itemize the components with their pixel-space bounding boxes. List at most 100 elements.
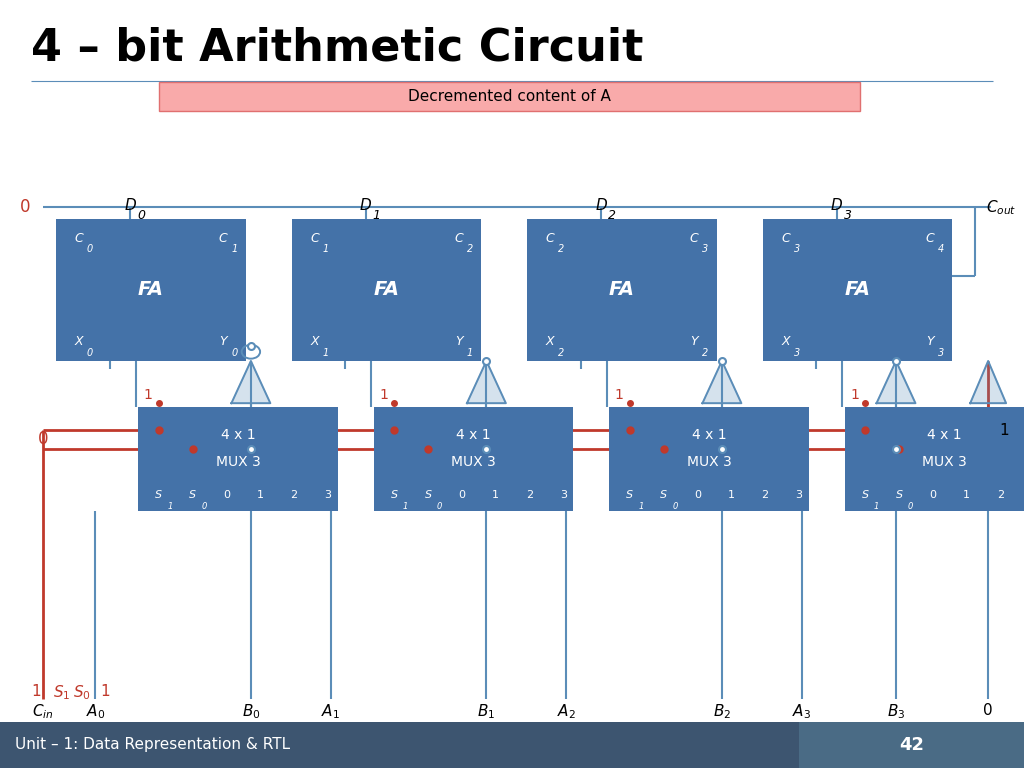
Text: 1: 1 <box>167 502 173 511</box>
Text: 2: 2 <box>291 490 297 501</box>
Text: 4 – bit Arithmetic Circuit: 4 – bit Arithmetic Circuit <box>31 27 643 70</box>
Text: 2: 2 <box>467 243 473 254</box>
Text: 0: 0 <box>20 198 31 217</box>
Text: S: S <box>391 490 397 501</box>
Text: D: D <box>830 197 843 213</box>
Text: 1: 1 <box>999 422 1009 438</box>
Text: 1: 1 <box>379 389 388 402</box>
Text: S: S <box>896 490 902 501</box>
Text: D: D <box>595 197 607 213</box>
Text: 0: 0 <box>137 210 145 222</box>
Text: C: C <box>926 232 934 244</box>
Text: 3: 3 <box>794 243 800 254</box>
Text: 1: 1 <box>231 243 238 254</box>
Bar <box>138 407 338 511</box>
Text: $S_1$: $S_1$ <box>53 684 70 702</box>
Text: $B_0$: $B_0$ <box>242 703 260 721</box>
Text: X: X <box>310 336 318 348</box>
Text: 0: 0 <box>231 347 238 358</box>
Text: 3: 3 <box>794 347 800 358</box>
Text: 4 x 1: 4 x 1 <box>221 428 255 442</box>
Bar <box>292 219 481 361</box>
Text: FA: FA <box>138 280 164 300</box>
Text: D: D <box>359 197 372 213</box>
Text: 1: 1 <box>467 347 473 358</box>
Text: Y: Y <box>455 336 463 348</box>
Text: X: X <box>546 336 554 348</box>
Text: 2: 2 <box>608 210 616 222</box>
Polygon shape <box>467 361 506 403</box>
Text: 3: 3 <box>325 490 331 501</box>
Text: FA: FA <box>609 280 635 300</box>
Text: 0: 0 <box>87 243 93 254</box>
Text: 1: 1 <box>964 490 970 501</box>
Text: 2: 2 <box>702 347 709 358</box>
Text: S: S <box>425 490 431 501</box>
Text: X: X <box>75 336 83 348</box>
Text: $S_0$: $S_0$ <box>73 684 91 702</box>
Polygon shape <box>971 361 1006 403</box>
Bar <box>0 722 799 768</box>
Text: 0: 0 <box>672 502 678 511</box>
Text: 3: 3 <box>938 347 944 358</box>
Text: 0: 0 <box>201 502 207 511</box>
Text: S: S <box>189 490 196 501</box>
Text: MUX 3: MUX 3 <box>687 455 731 469</box>
Text: Y: Y <box>219 336 227 348</box>
Text: 0: 0 <box>38 430 48 448</box>
Text: 1: 1 <box>257 490 263 501</box>
Text: 2: 2 <box>558 347 564 358</box>
Text: 0: 0 <box>907 502 913 511</box>
Text: Y: Y <box>926 336 934 348</box>
Text: 4 x 1: 4 x 1 <box>692 428 726 442</box>
Text: 1: 1 <box>323 243 329 254</box>
Text: $A_0$: $A_0$ <box>86 703 104 721</box>
Text: $A_2$: $A_2$ <box>557 703 575 721</box>
Text: C: C <box>455 232 463 244</box>
Text: S: S <box>156 490 162 501</box>
Bar <box>527 219 717 361</box>
Text: 2: 2 <box>762 490 768 501</box>
Text: 3: 3 <box>560 490 566 501</box>
Text: 2: 2 <box>997 490 1004 501</box>
Text: C: C <box>690 232 698 244</box>
Text: 1: 1 <box>143 389 153 402</box>
Text: 42: 42 <box>899 736 924 754</box>
Bar <box>374 407 573 511</box>
Text: MUX 3: MUX 3 <box>923 455 967 469</box>
Text: 1: 1 <box>402 502 409 511</box>
Text: $A_1$: $A_1$ <box>322 703 340 721</box>
Text: 3: 3 <box>796 490 802 501</box>
Polygon shape <box>702 361 741 403</box>
Text: C: C <box>219 232 227 244</box>
Text: FA: FA <box>845 280 870 300</box>
Text: $B_3$: $B_3$ <box>887 703 905 721</box>
Text: Unit – 1: Data Representation & RTL: Unit – 1: Data Representation & RTL <box>15 737 291 753</box>
Text: 0: 0 <box>87 347 93 358</box>
Text: 4: 4 <box>938 243 944 254</box>
Text: 1: 1 <box>850 389 859 402</box>
Text: 1: 1 <box>32 684 41 699</box>
Text: FA: FA <box>374 280 399 300</box>
Text: 1: 1 <box>373 210 381 222</box>
Text: $B_2$: $B_2$ <box>713 703 731 721</box>
Text: 2: 2 <box>526 490 532 501</box>
Text: $C_{in}$: $C_{in}$ <box>32 703 54 721</box>
Text: 1: 1 <box>323 347 329 358</box>
Bar <box>609 407 809 511</box>
Bar <box>56 219 246 361</box>
Bar <box>763 219 952 361</box>
Text: C: C <box>75 232 83 244</box>
Text: Decremented content of A: Decremented content of A <box>408 89 611 104</box>
Text: 4 x 1: 4 x 1 <box>928 428 962 442</box>
Bar <box>159 82 860 111</box>
Text: C: C <box>310 232 318 244</box>
Text: 0: 0 <box>459 490 465 501</box>
Text: 3: 3 <box>844 210 852 222</box>
Text: 1: 1 <box>728 490 734 501</box>
Text: 1: 1 <box>638 502 644 511</box>
Text: 1: 1 <box>493 490 499 501</box>
Text: $B_1$: $B_1$ <box>477 703 496 721</box>
Text: S: S <box>660 490 667 501</box>
Text: 1: 1 <box>873 502 880 511</box>
